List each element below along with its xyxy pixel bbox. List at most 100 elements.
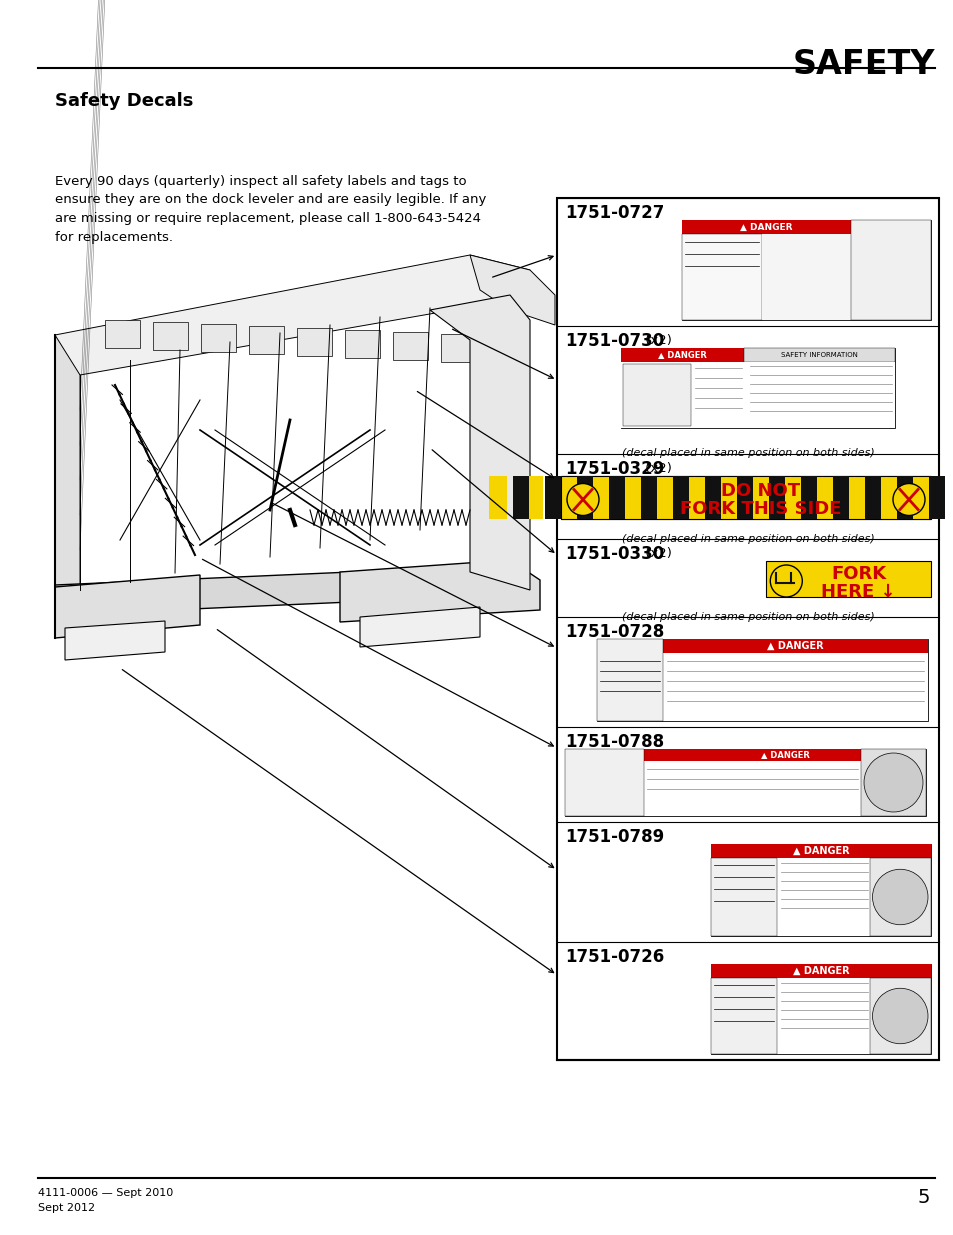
Bar: [711, 965, 930, 1053]
Bar: [393, 332, 428, 359]
Text: ▲ DANGER: ▲ DANGER: [740, 222, 792, 231]
Circle shape: [863, 753, 923, 811]
Text: Every 90 days (quarterly) inspect all safety labels and tags to
ensure they are : Every 90 days (quarterly) inspect all sa…: [55, 175, 486, 243]
Polygon shape: [737, 475, 752, 519]
Bar: [620, 348, 894, 429]
Polygon shape: [668, 475, 686, 519]
Bar: [850, 220, 930, 320]
Text: HERE ↓: HERE ↓: [821, 583, 895, 601]
Polygon shape: [704, 475, 722, 519]
Polygon shape: [560, 475, 578, 519]
Text: (x2): (x2): [640, 333, 672, 347]
Circle shape: [769, 564, 801, 597]
Text: DO NOT: DO NOT: [720, 482, 800, 499]
Text: ▲ DANGER: ▲ DANGER: [792, 846, 848, 856]
Polygon shape: [55, 254, 530, 375]
Polygon shape: [768, 475, 784, 519]
Polygon shape: [544, 475, 560, 519]
Polygon shape: [489, 475, 506, 519]
Polygon shape: [470, 254, 555, 325]
Bar: [249, 326, 284, 354]
Polygon shape: [812, 475, 830, 519]
Text: ▲ DANGER: ▲ DANGER: [766, 641, 823, 651]
Bar: [557, 198, 938, 1060]
Bar: [560, 475, 930, 519]
Polygon shape: [896, 475, 912, 519]
Polygon shape: [633, 475, 650, 519]
Bar: [597, 638, 927, 721]
Bar: [681, 233, 760, 320]
Bar: [440, 333, 476, 362]
Polygon shape: [672, 475, 688, 519]
Bar: [620, 362, 894, 429]
Bar: [743, 348, 894, 362]
Text: (x2): (x2): [640, 547, 672, 559]
Bar: [711, 844, 930, 936]
Bar: [152, 322, 188, 350]
Bar: [564, 748, 643, 816]
Text: (x2): (x2): [640, 462, 672, 475]
Bar: [711, 978, 777, 1053]
Polygon shape: [848, 475, 866, 519]
Bar: [681, 220, 850, 233]
Bar: [560, 475, 930, 519]
Bar: [622, 364, 691, 426]
Polygon shape: [740, 475, 759, 519]
Text: ▲ DANGER: ▲ DANGER: [792, 966, 848, 976]
Polygon shape: [55, 564, 510, 615]
Bar: [711, 844, 930, 858]
Text: Safety Decals: Safety Decals: [55, 91, 193, 110]
Text: ▲ DANGER: ▲ DANGER: [658, 351, 706, 359]
Polygon shape: [359, 606, 479, 647]
Bar: [765, 561, 930, 597]
Bar: [564, 748, 925, 816]
Text: 1751-0730: 1751-0730: [564, 332, 663, 350]
Text: FORK: FORK: [830, 564, 885, 583]
Bar: [868, 858, 930, 936]
Text: 1751-0330: 1751-0330: [564, 545, 663, 563]
Text: 1751-0788: 1751-0788: [564, 734, 663, 751]
Polygon shape: [704, 475, 720, 519]
Text: 5: 5: [917, 1188, 929, 1207]
Text: 4111-0006 — Sept 2010
Sept 2012: 4111-0006 — Sept 2010 Sept 2012: [38, 1188, 173, 1213]
Polygon shape: [776, 475, 794, 519]
Text: 1751-0727: 1751-0727: [564, 204, 663, 222]
Text: (decal placed in same position on both sides): (decal placed in same position on both s…: [621, 613, 874, 622]
Polygon shape: [339, 559, 539, 622]
Circle shape: [872, 988, 927, 1044]
Polygon shape: [597, 475, 615, 519]
Polygon shape: [920, 475, 938, 519]
Polygon shape: [55, 335, 80, 595]
Text: (decal placed in same position on both sides): (decal placed in same position on both s…: [621, 448, 874, 458]
Bar: [643, 748, 925, 761]
Text: (decal placed in same position on both sides): (decal placed in same position on both s…: [621, 534, 874, 543]
Text: 1751-0726: 1751-0726: [564, 948, 663, 966]
Polygon shape: [640, 475, 657, 519]
Bar: [711, 858, 777, 936]
Bar: [662, 638, 927, 653]
Bar: [760, 233, 850, 320]
Text: 1751-0789: 1751-0789: [564, 827, 663, 846]
Bar: [345, 330, 379, 358]
Polygon shape: [928, 475, 944, 519]
Polygon shape: [864, 475, 880, 519]
Text: 1751-0728: 1751-0728: [564, 622, 663, 641]
Bar: [861, 748, 925, 816]
Polygon shape: [513, 475, 529, 519]
Polygon shape: [430, 295, 530, 590]
Text: 1751-0329: 1751-0329: [564, 459, 663, 478]
Polygon shape: [577, 475, 593, 519]
Text: FORK THIS SIDE: FORK THIS SIDE: [679, 499, 841, 517]
Bar: [296, 329, 332, 356]
Bar: [711, 965, 930, 978]
Polygon shape: [608, 475, 624, 519]
Bar: [597, 638, 662, 721]
Text: SAFETY INFORMATION: SAFETY INFORMATION: [781, 352, 858, 358]
Bar: [105, 320, 140, 348]
Polygon shape: [65, 621, 165, 659]
Bar: [620, 348, 743, 362]
Bar: [868, 978, 930, 1053]
Bar: [201, 324, 235, 352]
Text: SAFETY: SAFETY: [792, 48, 934, 82]
Text: ▲ DANGER: ▲ DANGER: [760, 751, 809, 760]
